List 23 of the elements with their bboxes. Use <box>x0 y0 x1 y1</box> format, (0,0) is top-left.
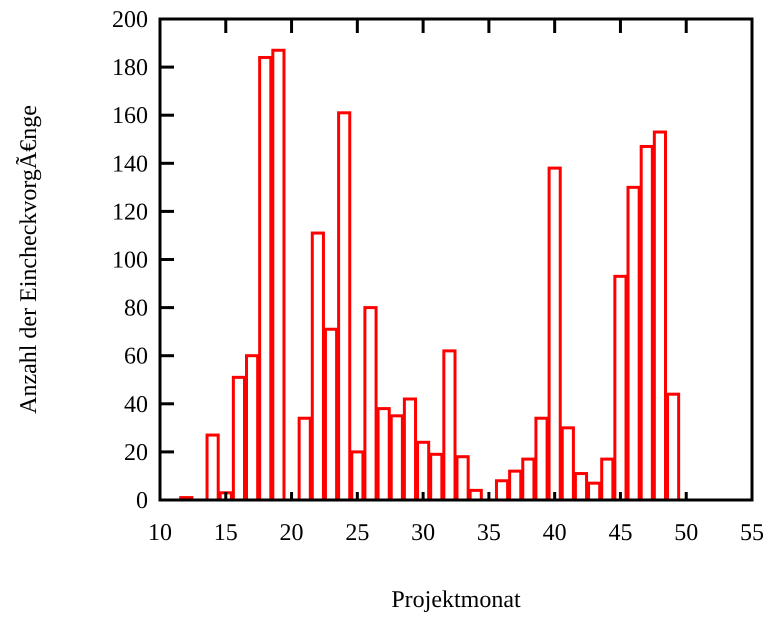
y-tick-label: 160 <box>112 103 148 130</box>
x-tick-label: 15 <box>214 520 238 546</box>
y-tick-label: 140 <box>112 151 148 178</box>
y-tick-label: 40 <box>124 392 148 418</box>
x-tick-label: 35 <box>476 520 501 546</box>
x-tick-label: 25 <box>345 520 370 546</box>
y-tick-label: 80 <box>124 296 148 322</box>
x-tick-label: 50 <box>674 520 698 546</box>
y-tick-label: 0 <box>136 488 148 514</box>
y-tick-label: 100 <box>112 248 148 274</box>
y-tick-label: 180 <box>112 55 148 82</box>
y-tick-label: 20 <box>124 440 148 466</box>
x-tick-label: 55 <box>740 520 764 546</box>
x-tick-label: 20 <box>280 520 304 546</box>
x-axis-title: Projektmonat <box>391 587 521 613</box>
y-tick-label: 120 <box>112 199 148 226</box>
x-tick-label: 10 <box>148 520 172 546</box>
y-tick-label: 200 <box>112 7 148 33</box>
x-tick-label: 30 <box>411 520 436 546</box>
y-tick-label: 60 <box>124 344 148 370</box>
x-tick-label: 40 <box>542 520 567 546</box>
y-axis-title: Anzahl der EincheckvorgÃ€nge <box>15 105 42 414</box>
x-tick-label: 45 <box>608 520 632 546</box>
